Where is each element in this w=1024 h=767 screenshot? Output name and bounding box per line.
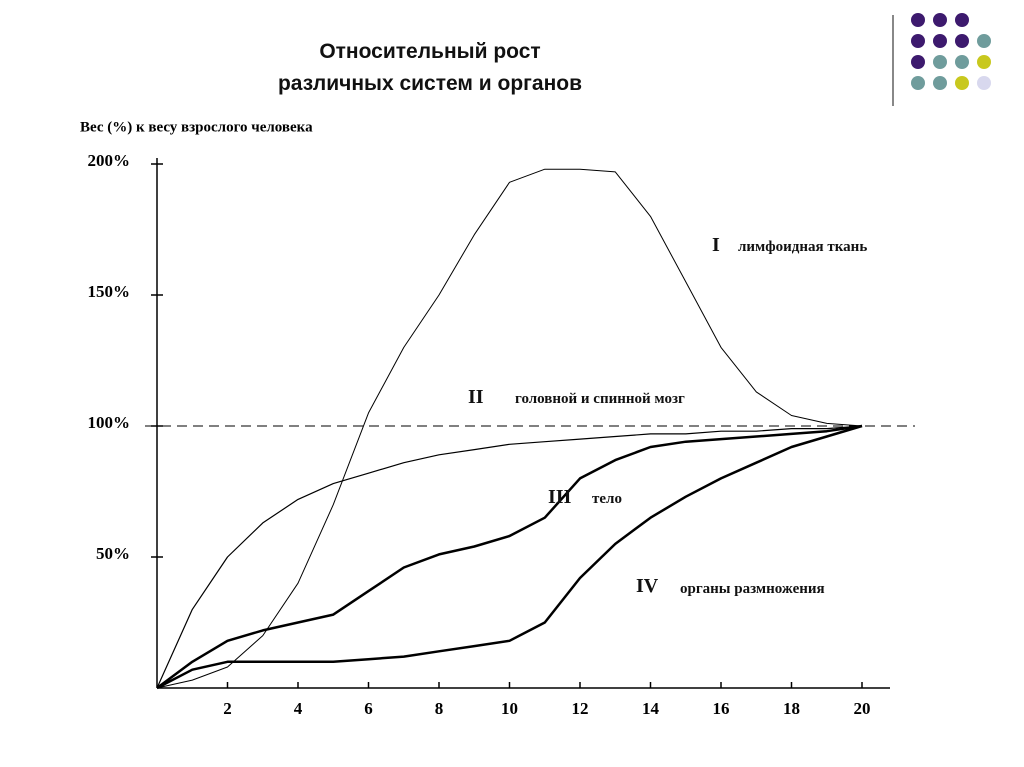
series-line — [156, 424, 863, 690]
x-tick-label: 8 — [435, 699, 444, 718]
series-numeral: I — [712, 234, 720, 256]
x-tick-label: 20 — [854, 699, 871, 718]
series-numeral: IV — [636, 575, 659, 597]
series-label: головной и спинной мозг — [515, 391, 685, 407]
x-tick-label: 18 — [783, 699, 800, 718]
series-line — [156, 168, 863, 689]
y-tick-label: 150% — [88, 282, 131, 301]
title-line: Относительный рост — [319, 40, 541, 63]
x-tick-label: 12 — [572, 699, 589, 718]
x-tick-label: 4 — [294, 699, 303, 718]
series-label: органы размножения — [680, 581, 825, 597]
y-tick-label: 50% — [96, 544, 130, 563]
series-label: тело — [592, 491, 622, 507]
y-tick-label: 200% — [88, 151, 131, 170]
x-tick-label: 14 — [642, 699, 660, 718]
series-label: лимфоидная ткань — [738, 239, 868, 255]
series-line — [156, 424, 863, 690]
title-line: различных систем и органов — [277, 72, 583, 95]
series-line — [156, 425, 863, 689]
y-tick-label: 100% — [88, 413, 131, 432]
series-numeral: II — [468, 386, 484, 408]
x-tick-label: 2 — [223, 699, 232, 718]
series-numeral: III — [548, 486, 572, 508]
y-axis-label: Вес (%) к весу взрослого человека — [80, 119, 313, 135]
x-tick-label: 10 — [501, 699, 518, 718]
decor-dots — [911, 13, 991, 90]
x-tick-label: 16 — [713, 699, 730, 718]
x-tick-label: 6 — [364, 699, 373, 718]
slide-title: Относительный рост различных систем и ор… — [170, 36, 690, 100]
